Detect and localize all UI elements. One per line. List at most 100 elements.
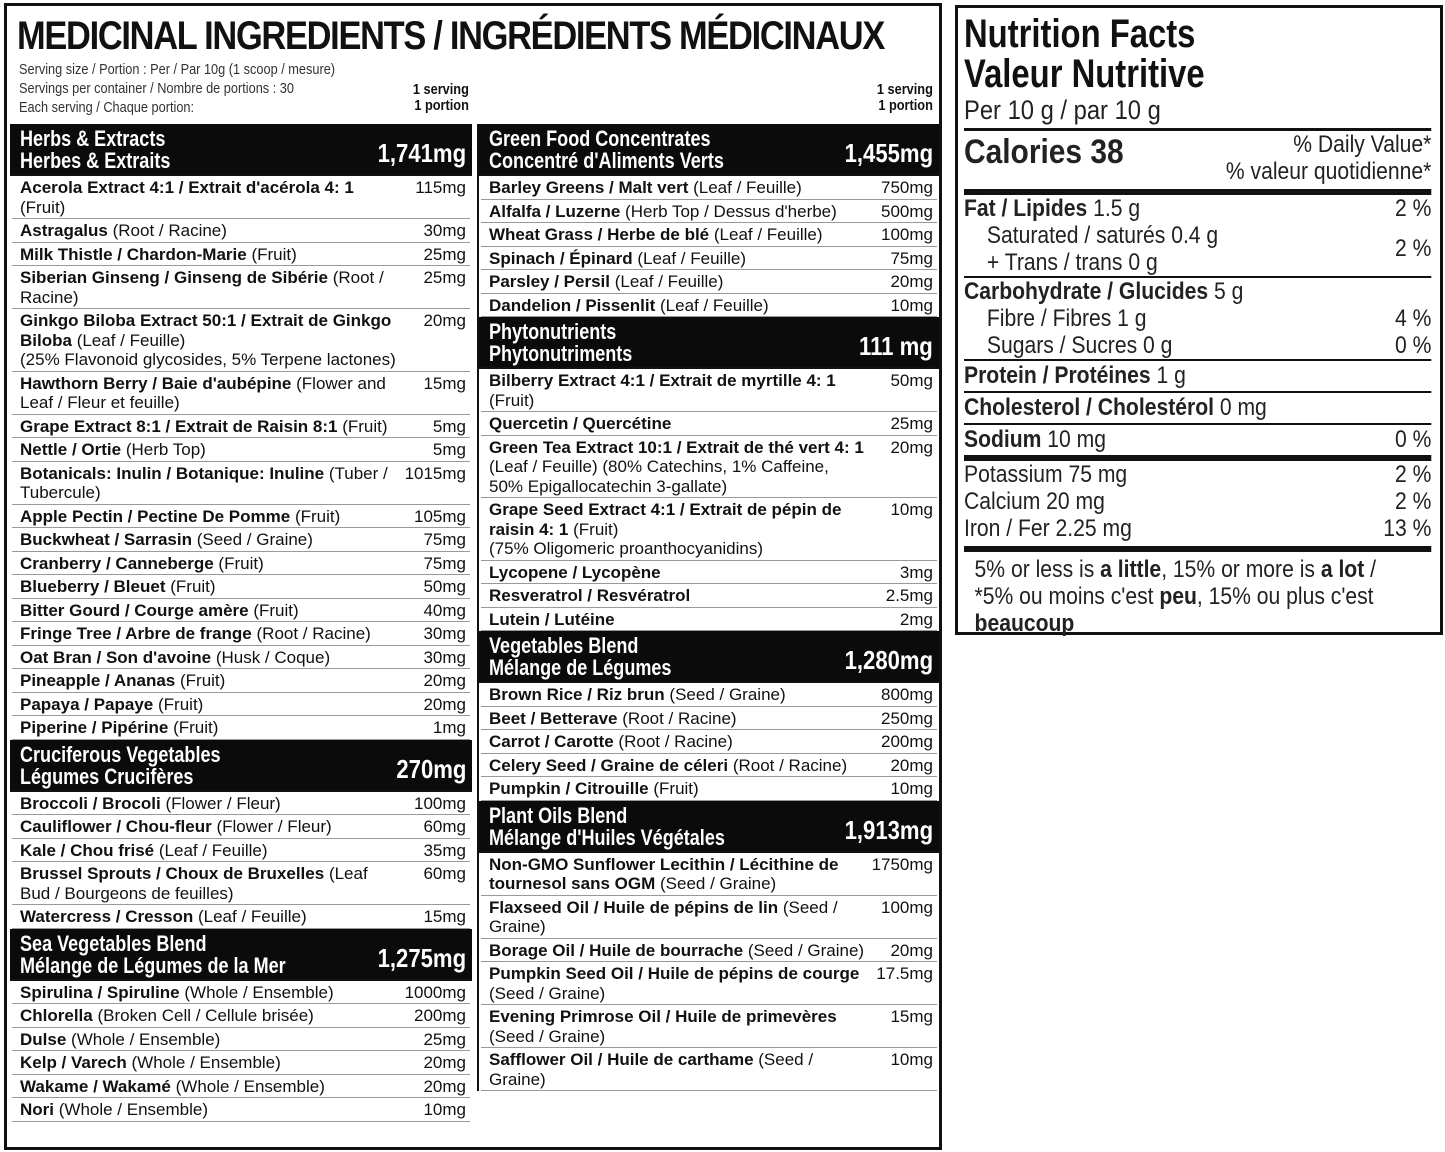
ingredient-amount: 75mg — [423, 530, 466, 549]
ingredient-part: (Fruit) — [170, 577, 216, 596]
ingredient-row: Bilberry Extract 4:1 / Extrait de myrtil… — [481, 369, 937, 412]
section-title-en: Sea Vegetables Blend — [20, 930, 207, 956]
foot-text: / *5% ou moins c'est — [974, 556, 1376, 610]
ingredient-row: Buckwheat / Sarrasin (Seed / Graine) 75mg — [12, 528, 470, 552]
ingredient-part: (Leaf / Feuille) — [713, 225, 823, 244]
ingredient-name: Papaya / Papaye — [20, 694, 154, 714]
ingredient-amount: 25mg — [423, 244, 466, 264]
nutrition-facts-panel: Nutrition Facts Valeur Nutritive Per 10 … — [955, 5, 1443, 637]
ingredient-part: (Fruit) — [653, 779, 699, 798]
ingredient-part: (Fruit) — [573, 519, 619, 539]
ingredient-name: Blueberry / Bleuet — [20, 577, 166, 596]
portion-text: 1 portion — [414, 97, 469, 114]
ingredient-name: Acerola Extract 4:1 / Extrait d'acérola … — [20, 178, 354, 197]
fibre: Fibre / Fibres 1 g — [986, 305, 1147, 332]
calcium-row: Calcium 20 mg 2 % — [964, 488, 1431, 515]
ingredient-row: Apple Pectin / Pectine De Pomme (Fruit) 1… — [12, 505, 470, 528]
ingredient-part: (Seed / Graine) — [659, 874, 777, 893]
ingredient-part: (Herb Top / Dessus d'herbe) — [625, 201, 837, 221]
foot-bold: a little — [1100, 556, 1162, 583]
section-amount: 1,913mg — [844, 814, 933, 845]
nutrition-title-en: Nutrition Facts — [964, 12, 1196, 56]
ingredient-row: Blueberry / Bleuet (Fruit) 50mg — [12, 575, 470, 599]
ingredient-name: Watercress / Cresson — [20, 907, 194, 926]
section-header: Sea Vegetables Blend Mélange de Légumes d… — [10, 928, 472, 981]
calories: Calories 38 — [964, 133, 1124, 171]
ingredient-row: Pumpkin Seed Oil / Huile de pépins de co… — [481, 962, 937, 1005]
ingredient-amount: 100mg — [881, 897, 933, 917]
ingredient-row: Wheat Grass / Herbe de blé (Leaf / Feuil… — [481, 223, 937, 247]
ingredient-name: Flaxseed Oil / Huile de pépins de lin — [489, 897, 779, 917]
foot-bold: a lot — [1320, 556, 1365, 583]
ingredient-name: Kelp / Varech — [20, 1053, 127, 1072]
cholesterol-row: Cholesterol / Cholestérol 0 mg — [964, 393, 1431, 423]
ingredient-name: Non-GMO Sunflower Lecithin / Lécithine d… — [489, 854, 839, 894]
ingredient-name: Dandelion / Pissenlit — [489, 295, 656, 315]
ingredient-amount: 30mg — [423, 221, 466, 240]
serving-text: 1 serving — [413, 81, 469, 98]
right-column: Green Food Concentrates Concentré d'Alime… — [477, 124, 939, 1091]
nutrition-title-fr: Valeur Nutritive — [964, 52, 1205, 96]
ingredient-note: (75% Oligomeric proanthocyanidins) — [489, 539, 764, 558]
ingredient-row: Kelp / Varech (Whole / Ensemble) 20mg — [12, 1051, 470, 1075]
saturated-trans-row: Saturated / saturés 0.4 g + Trans / trans… — [964, 222, 1431, 276]
ingredient-amount: 105mg — [414, 506, 466, 526]
sodium-row: Sodium 10 mg 0 % — [964, 425, 1431, 455]
ingredient-amount: 5mg — [432, 440, 466, 459]
portion-text: 1 portion — [878, 97, 933, 114]
ingredient-row: Hawthorn Berry / Baie d'aubépine (Flower… — [12, 372, 470, 415]
ingredient-row: Carrot / Carotte (Root / Racine) 200mg — [481, 730, 937, 754]
ingredient-amount: 1015mg — [404, 463, 466, 483]
section-title-en: Plant Oils Blend — [489, 802, 628, 828]
ingredient-row: Dulse (Whole / Ensemble) 25mg — [12, 1028, 470, 1051]
section-title-fr: Mélange d'Huiles Végétales — [489, 824, 725, 850]
chol-value: 0 mg — [1219, 394, 1267, 421]
ingredient-name: Astragalus — [20, 221, 108, 240]
ingredient-part: (Flower / Fleur) — [165, 793, 281, 813]
ingredient-row: Cranberry / Canneberge (Fruit) 75mg — [12, 552, 470, 575]
medicinal-title: MEDICINAL INGREDIENTS / INGRÉDIENTS MÉDI… — [17, 14, 885, 58]
ingredient-name: Borage Oil / Huile de bourrache — [489, 940, 744, 960]
ingredient-part: (Tuber / Tubercule) — [20, 463, 388, 503]
ingredient-part: (Whole / Ensemble) — [58, 1100, 209, 1119]
ingredient-row: Fringe Tree / Arbre de frange (Root / Ra… — [12, 622, 470, 646]
ingredient-amount: 500mg — [881, 201, 933, 221]
sugars: Sugars / Sucres 0 g — [986, 332, 1173, 359]
ingredient-row: Ginkgo Biloba Extract 50:1 / Extrait de … — [12, 309, 470, 372]
ingredient-name: Lycopene / Lycopène — [489, 562, 661, 582]
section-header: Herbs & Extracts Herbes & Extraits 1,741mg — [10, 124, 472, 176]
ingredient-row: Evening Primrose Oil / Huile de primevèr… — [481, 1005, 937, 1048]
ingredient-amount: 750mg — [881, 178, 933, 197]
ingredient-amount: 2mg — [899, 609, 933, 629]
ingredient-row: Resveratrol / Resvératrol 2.5mg — [481, 584, 937, 608]
trans: + Trans / trans 0 g — [986, 249, 1158, 276]
fat-row: Fat / Lipides 1.5 g 2 % — [964, 195, 1431, 222]
medicinal-ingredients-panel: MEDICINAL INGREDIENTS / INGRÉDIENTS MÉDI… — [4, 3, 942, 1150]
section-header: Cruciferous Vegetables Légumes Crucifères… — [10, 739, 472, 792]
ingredient-row: Siberian Ginseng / Ginseng de Sibérie (R… — [12, 266, 470, 309]
ingredient-amount: 800mg — [881, 685, 933, 704]
ingredient-part: (Whole / Ensemble) — [71, 1029, 221, 1049]
ingredient-part: (Fruit) — [173, 718, 219, 737]
ingredient-amount: 100mg — [881, 225, 933, 244]
ingredient-name: Green Tea Extract 10:1 / Extrait de thé … — [489, 437, 864, 457]
section-title-fr: Phytonutriments — [489, 341, 633, 366]
ingredient-part: (Root / Racine) — [256, 624, 371, 643]
ingredient-amount: 20mg — [890, 437, 933, 457]
ingredient-part: (Leaf / Feuille) — [637, 248, 746, 268]
sodium-value: 10 mg — [1047, 426, 1107, 453]
ingredient-name: Nori — [20, 1100, 54, 1119]
ingredient-part: (Root / Racine) — [618, 732, 733, 751]
ingredient-part: (Leaf / Feuille) — [197, 907, 307, 926]
ingredient-name: Parsley / Persil — [489, 272, 610, 291]
section-header: Phytonutrients Phytonutriments 111 mg — [479, 317, 939, 369]
left-column: Herbs & Extracts Herbes & Extraits 1,741mg… — [10, 124, 472, 1122]
ingredient-amount: 250mg — [881, 708, 933, 728]
ingredient-name: Brussel Sprouts / Choux de Bruxelles — [20, 864, 325, 883]
ingredient-name: Hawthorn Berry / Baie d'aubépine — [20, 373, 292, 393]
ingredient-amount: 50mg — [890, 371, 933, 390]
ingredient-amount: 25mg — [423, 268, 466, 287]
ingredient-name: Resveratrol / Resvératrol — [489, 586, 691, 605]
ingredient-row: Nettle / Ortie (Herb Top) 5mg — [12, 438, 470, 462]
foot-bold: beaucoup — [974, 610, 1075, 637]
